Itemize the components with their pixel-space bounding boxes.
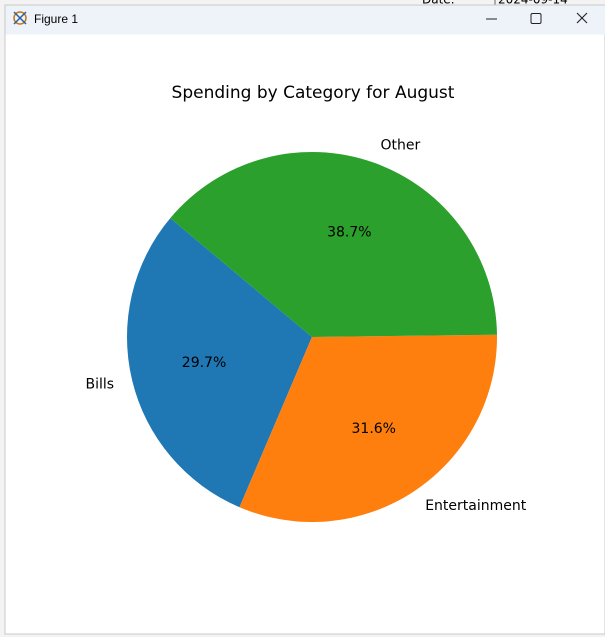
percent-label: 29.7%: [182, 355, 226, 371]
pie-slice: [126, 218, 312, 508]
pie-slice: [170, 152, 497, 337]
percent-label: 38.7%: [327, 224, 371, 240]
pie-slice: [239, 334, 498, 522]
title-bar: [5, 5, 605, 35]
close-button[interactable]: [576, 12, 588, 24]
background-text: Date:: [422, 0, 455, 7]
percent-label: 31.6%: [352, 421, 396, 437]
window-title: Figure 1: [34, 12, 78, 26]
slice-label: Other: [380, 137, 420, 153]
slice-label: Bills: [86, 376, 115, 392]
app-icon: [13, 11, 27, 25]
chart-title: Spending by Category for August: [172, 83, 455, 103]
maximize-button[interactable]: [530, 13, 542, 24]
slice-label: Entertainment: [425, 498, 527, 514]
background-text: 2024-09-14: [498, 0, 568, 7]
